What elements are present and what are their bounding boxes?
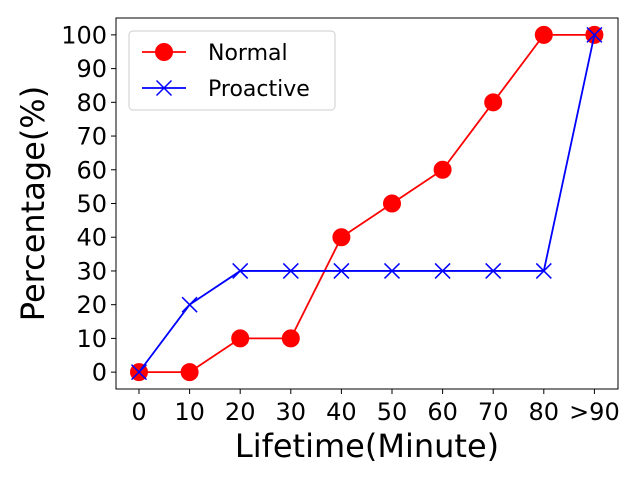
normal-data-point xyxy=(180,363,199,382)
proactive-data-point xyxy=(232,262,249,279)
proactive-data-point xyxy=(333,262,350,279)
y-tick-label: 50 xyxy=(76,190,107,218)
proactive-data-point xyxy=(282,262,299,279)
y-tick-label: 40 xyxy=(76,224,107,252)
axis-ticks: 0 10 20 30 40 50 60 70 80 90 100 0 10 20 30 40 50 60 70 80 >… xyxy=(61,21,620,426)
legend-proactive-label: Proactive xyxy=(208,77,310,102)
normal-data-point xyxy=(281,329,300,348)
legend-normal-label: Normal xyxy=(208,41,288,66)
y-tick-label: 100 xyxy=(61,21,107,49)
normal-data-point xyxy=(433,160,452,179)
normal-data-point xyxy=(231,329,250,348)
legend: Normal Proactive xyxy=(128,30,336,111)
plot-area-frame xyxy=(115,17,619,390)
y-tick-label: 10 xyxy=(76,325,107,353)
x-tick-label: 0 xyxy=(131,398,146,426)
y-tick-label: 70 xyxy=(76,123,107,151)
legend-box xyxy=(128,30,336,111)
normal-data-point xyxy=(383,194,401,213)
x-tick-label: 30 xyxy=(276,398,307,426)
normal-data-point xyxy=(332,228,351,247)
proactive-data-point xyxy=(383,262,401,279)
y-tick-label: 0 xyxy=(92,359,107,387)
y-tick-label: 80 xyxy=(76,89,107,117)
legend-normal-marker xyxy=(155,43,173,61)
proactive-data-point xyxy=(434,262,451,279)
legend-proactive-marker xyxy=(155,79,173,97)
proactive-series-line xyxy=(138,34,596,373)
proactive-data-point xyxy=(130,364,148,381)
x-tick-label: 70 xyxy=(478,398,509,426)
proactive-data-point xyxy=(586,26,603,43)
x-tick-label: 40 xyxy=(326,398,357,426)
y-tick-label: 90 xyxy=(76,55,107,83)
x-tick-label: 60 xyxy=(427,398,458,426)
normal-data-point xyxy=(534,25,553,44)
proactive-data-point xyxy=(181,296,198,313)
y-axis-label: Percentage(%) xyxy=(14,86,52,321)
x-tick-label: 10 xyxy=(174,398,205,426)
proactive-data-point xyxy=(535,262,552,279)
y-tick-label: 60 xyxy=(76,156,107,184)
x-axis-label: Lifetime(Minute) xyxy=(235,427,499,465)
x-tick-label: 20 xyxy=(225,398,256,426)
x-tick-label: 80 xyxy=(529,398,560,426)
proactive-data-point xyxy=(485,262,502,279)
normal-data-point xyxy=(484,93,503,112)
y-tick-label: 20 xyxy=(76,291,107,319)
x-tick-label: 50 xyxy=(377,398,408,426)
series-layer xyxy=(130,25,604,382)
normal-series-line xyxy=(139,33,595,374)
y-tick-label: 30 xyxy=(76,257,107,285)
x-tick-label: >90 xyxy=(569,398,620,426)
